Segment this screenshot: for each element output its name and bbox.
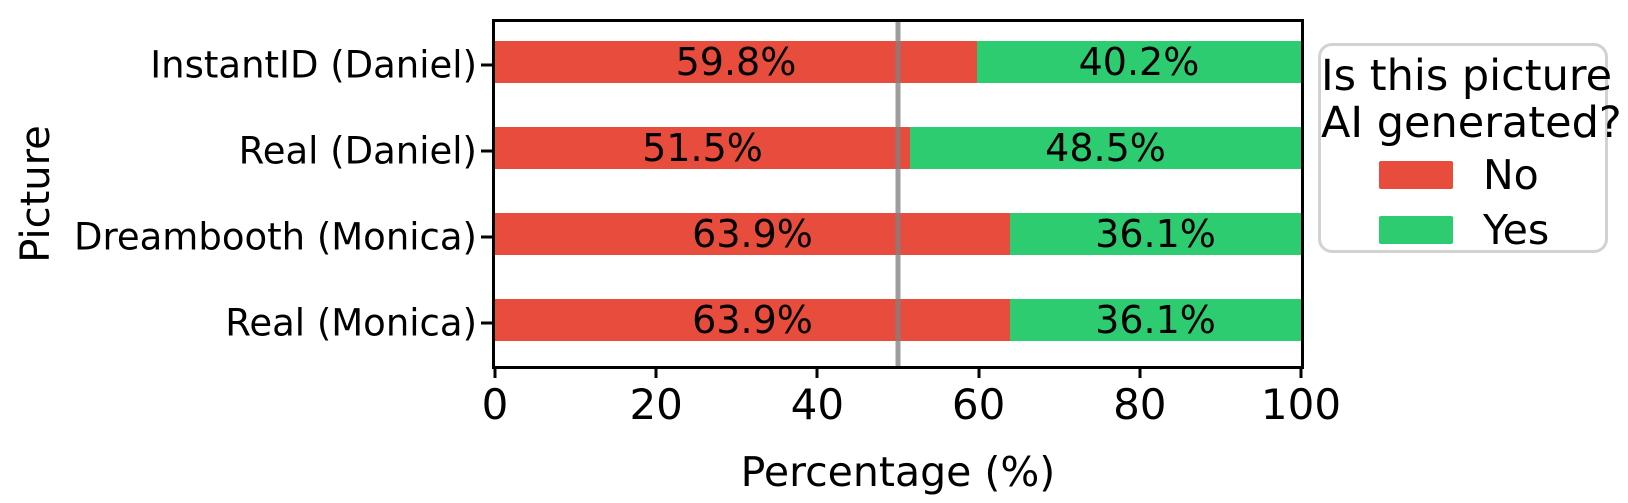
category-label: InstantID (Daniel) [150,43,477,87]
bar-segment-no: 59.8% [495,41,977,83]
x-tick-mark [1299,368,1303,378]
bar-row: 51.5% 48.5% [495,127,1301,169]
bar-segment-no: 63.9% [495,298,1011,342]
legend-label: Yes [1483,205,1550,254]
legend-swatch-no [1379,160,1453,189]
x-tick-mark [977,368,981,378]
legend-item-no: No [1379,147,1605,202]
x-tick-label: 0 [481,380,509,429]
legend-item-yes: Yes [1379,202,1605,257]
bar-segment-yes: 36.1% [1010,213,1301,255]
legend-title-line1: Is this picture [1321,51,1613,101]
bar-value-label: 59.8% [675,40,797,84]
category-label: Real (Monica) [225,301,477,345]
y-tick-mark [481,149,494,153]
x-axis: 0 20 40 60 80 100 [482,368,1341,438]
bar-segment-yes: 40.2% [976,40,1301,84]
x-tick-mark [654,368,658,378]
category-label: Real (Daniel) [238,129,477,173]
plot-inner: 59.8% 40.2% 51.5% 48.5% 63.9% 36.1% 63.9… [495,22,1301,366]
reference-line-50pct [895,22,901,366]
bar-row: 63.9% 36.1% [495,299,1301,341]
legend-box: Is this picture AI generated? No Yes [1318,43,1622,254]
x-tick-label: 40 [790,380,845,429]
bar-segment-no: 63.9% [495,212,1011,256]
legend-swatch-yes [1379,215,1453,244]
bar-segment-yes: 36.1% [1010,299,1301,341]
plot-area: 59.8% 40.2% 51.5% 48.5% 63.9% 36.1% 63.9… [492,19,1304,369]
x-tick-mark [815,368,819,378]
bar-value-label: 36.1% [1095,212,1216,256]
bar-row: 63.9% 36.1% [495,213,1301,255]
bar-segment-yes: 48.5% [910,127,1301,169]
y-tick-mark [481,235,494,239]
x-tick-label: 60 [951,380,1006,429]
y-axis-label: Picture [13,125,59,263]
bar-segment-no: 51.5% [495,126,911,170]
legend-label: No [1483,150,1539,199]
bar-value-label: 48.5% [1045,126,1166,170]
legend-title-line2: AI generated? [1321,98,1622,148]
x-tick-mark [1138,368,1142,378]
y-tick-mark [481,321,494,325]
bar-value-label: 40.2% [1078,40,1200,84]
x-axis-label: Percentage (%) [740,448,1056,496]
x-tick-label: 20 [629,380,683,429]
bar-value-label: 36.1% [1095,298,1216,342]
bar-value-label: 63.9% [692,298,813,342]
category-label: Dreambooth (Monica) [73,215,477,259]
x-tick-mark [493,368,497,378]
bar-value-label: 51.5% [642,126,763,170]
bar-value-label: 63.9% [692,212,813,256]
x-tick-label: 100 [1260,380,1342,429]
x-tick-label: 80 [1113,380,1167,429]
y-tick-mark [481,63,494,67]
